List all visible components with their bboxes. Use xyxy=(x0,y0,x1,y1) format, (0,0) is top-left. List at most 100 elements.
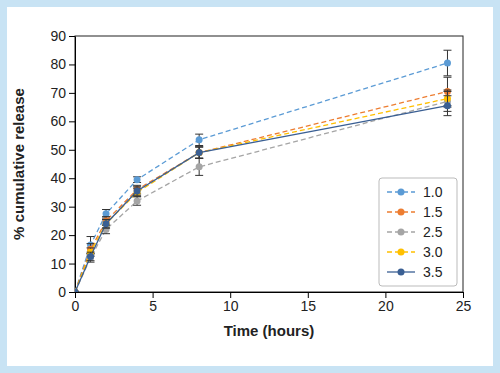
y-tick: 90 xyxy=(50,28,75,44)
error-bar-cap xyxy=(133,185,141,186)
x-tick: 25 xyxy=(456,292,472,314)
legend-marker xyxy=(398,189,405,196)
error-bar-cap xyxy=(87,236,95,237)
error-bar-cap xyxy=(87,243,95,244)
x-axis: 0510152025 xyxy=(72,292,472,314)
error-bar xyxy=(443,96,451,116)
error-bar-cap xyxy=(443,77,451,78)
error-bar-cap xyxy=(133,195,141,196)
error-bar-cap xyxy=(195,134,203,135)
y-tick: 20 xyxy=(50,227,75,243)
data-point xyxy=(196,136,203,143)
x-tick: 15 xyxy=(301,292,317,314)
y-tick-label: 30 xyxy=(50,199,66,215)
x-tick-label: 5 xyxy=(149,298,157,314)
data-point xyxy=(103,210,110,217)
y-tick-label: 60 xyxy=(50,113,66,129)
legend-label: 3.5 xyxy=(423,264,443,280)
error-bar xyxy=(195,147,203,158)
error-bar-cap xyxy=(195,158,203,159)
error-bar-cap xyxy=(102,209,110,210)
y-tick-mark xyxy=(69,150,75,151)
plot-frame xyxy=(75,36,463,292)
y-tick-label: 50 xyxy=(50,142,66,158)
y-tick-label: 70 xyxy=(50,85,66,101)
error-bar xyxy=(133,187,141,196)
error-bar xyxy=(133,177,141,183)
y-axis-title: % cumulative release xyxy=(10,88,27,240)
error-bar-cap xyxy=(443,50,451,51)
legend-marker xyxy=(398,269,405,276)
error-bar-cap xyxy=(443,95,451,96)
error-bar-cap xyxy=(443,75,451,76)
x-axis-title: Time (hours) xyxy=(224,322,315,339)
y-tick-mark xyxy=(69,207,75,208)
data-point xyxy=(103,220,110,227)
legend-label: 2.5 xyxy=(423,224,443,240)
error-bar xyxy=(133,188,141,197)
panel-background xyxy=(7,7,493,366)
error-bar-cap xyxy=(87,260,95,261)
y-tick: 40 xyxy=(50,170,75,186)
legend-label: 1.0 xyxy=(423,184,443,200)
y-tick: 0 xyxy=(58,284,75,300)
y-tick: 70 xyxy=(50,85,75,101)
x-tick: 10 xyxy=(223,292,239,314)
y-axis: 0102030405060708090 xyxy=(50,28,75,300)
error-bar-cap xyxy=(195,146,203,147)
error-bar xyxy=(102,210,110,219)
y-tick-label: 20 xyxy=(50,227,66,243)
data-point xyxy=(75,289,79,293)
y-tick-mark xyxy=(69,178,75,179)
y-tick-mark xyxy=(69,292,75,293)
x-tick: 5 xyxy=(149,292,157,314)
data-point xyxy=(75,289,79,293)
error-bar xyxy=(195,134,203,145)
error-bar xyxy=(102,219,110,228)
y-tick-label: 10 xyxy=(50,256,66,272)
error-bar-cap xyxy=(133,196,141,197)
error-bar-cap xyxy=(133,186,141,187)
x-tick-label: 10 xyxy=(223,298,239,314)
x-tick: 0 xyxy=(72,292,80,314)
data-point xyxy=(196,149,203,156)
data-point xyxy=(134,197,141,204)
data-point xyxy=(196,149,203,156)
y-tick: 60 xyxy=(50,113,75,129)
data-point xyxy=(444,102,451,109)
y-tick-mark xyxy=(69,235,75,236)
error-bar xyxy=(133,197,141,206)
error-bar-cap xyxy=(102,228,110,229)
error-bar xyxy=(443,50,451,76)
x-tick-label: 25 xyxy=(456,298,472,314)
error-bar-cap xyxy=(102,233,110,234)
error-bar xyxy=(195,158,203,175)
error-bar-cap xyxy=(195,145,203,146)
y-tick-mark xyxy=(69,121,75,122)
error-bar-cap xyxy=(102,228,110,229)
y-tick: 50 xyxy=(50,142,75,158)
error-bar xyxy=(87,252,95,261)
y-tick-label: 0 xyxy=(58,284,66,300)
data-point xyxy=(75,289,79,293)
error-bar-cap xyxy=(102,219,110,220)
legend-label: 3.0 xyxy=(423,244,443,260)
data-point xyxy=(134,176,141,183)
data-point xyxy=(196,149,203,156)
x-tick-label: 15 xyxy=(301,298,317,314)
data-point xyxy=(134,188,141,195)
error-bar-cap xyxy=(102,216,110,217)
y-tick-label: 90 xyxy=(50,28,66,44)
chart: 05101520250102030405060708090Time (hours… xyxy=(0,0,500,373)
y-tick-mark xyxy=(69,64,75,65)
legend-box xyxy=(379,178,457,286)
y-tick: 30 xyxy=(50,199,75,215)
error-bar-cap xyxy=(87,252,95,253)
error-bar xyxy=(87,254,95,263)
data-point xyxy=(196,163,203,170)
error-bar xyxy=(195,147,203,158)
x-tick-label: 0 xyxy=(72,298,80,314)
data-point xyxy=(444,60,451,67)
y-tick: 10 xyxy=(50,256,75,272)
error-bar-cap xyxy=(195,158,203,159)
